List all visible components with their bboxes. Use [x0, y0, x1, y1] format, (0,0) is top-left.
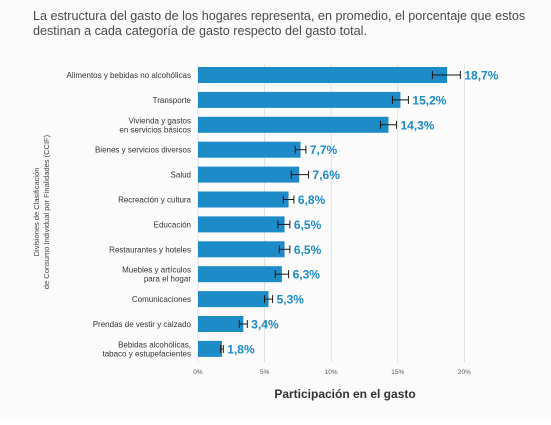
value-label: 3,4%: [251, 318, 279, 332]
value-label: 6,8%: [298, 193, 326, 207]
error-bar: [274, 270, 290, 279]
category-label: tabaco y estupefacientes: [102, 349, 191, 358]
value-label: 18,7%: [464, 69, 498, 83]
x-tick-label: 10%: [325, 369, 338, 376]
error-bar: [282, 195, 295, 204]
bar: [198, 191, 289, 208]
bar: [198, 116, 389, 133]
category-label: Recreación y cultura: [118, 196, 191, 205]
value-label: 6,5%: [294, 243, 322, 257]
value-label: 1,8%: [227, 342, 255, 356]
x-tick-label: 0%: [193, 369, 203, 376]
value-label: 15,2%: [412, 93, 446, 107]
error-bar: [220, 344, 224, 353]
error-bar: [238, 320, 248, 328]
value-label: 7,6%: [313, 168, 341, 182]
x-tick-label: 15%: [391, 369, 404, 376]
y-axis-title: de Consumo Individual por Finalidades (C…: [42, 134, 51, 289]
x-tick-label: 20%: [458, 369, 471, 376]
category-label: Vivienda y gastos: [128, 116, 191, 125]
bar: [198, 91, 401, 108]
intro-text: La estructura del gasto de los hogares r…: [33, 9, 526, 38]
bar: [198, 266, 282, 283]
value-label: 6,5%: [294, 218, 322, 232]
value-label: 6,3%: [293, 268, 321, 282]
category-label: Muebles y artículos: [122, 266, 191, 275]
axis-layer: 0% 5% 10% 15% 20% Alimentos y bebidas no alco…: [32, 71, 471, 401]
category-label: en servicios básicos: [119, 125, 191, 134]
category-label: Restaurantes y hoteles: [109, 245, 191, 254]
category-label: Educación: [154, 220, 191, 229]
category-label: Bebidas alcohólicas,: [118, 340, 191, 349]
category-label: Bienes y servicios diversos: [95, 146, 191, 155]
error-bar: [290, 170, 310, 179]
bar: [198, 340, 222, 357]
x-axis-title: Participación en el gasto: [274, 387, 415, 401]
error-bar: [264, 295, 274, 304]
error-bar: [278, 245, 291, 254]
category-label: Transporte: [153, 96, 192, 105]
bar: [198, 241, 285, 258]
category-label: Alimentos y bebidas no alcohólicas: [66, 71, 191, 80]
error-bar: [294, 145, 307, 154]
value-label: 5,3%: [277, 293, 305, 307]
y-axis-title: Divisiones de Clasificación: [32, 168, 41, 257]
value-label: 14,3%: [400, 118, 434, 132]
value-label: 7,7%: [310, 143, 338, 157]
bar: [198, 316, 244, 332]
x-tick-label: 5%: [260, 369, 270, 376]
category-label: Comunicaciones: [132, 295, 191, 304]
error-bar: [379, 120, 397, 129]
bar: [198, 166, 300, 183]
bar-layer: [198, 67, 448, 357]
error-bar-layer: [220, 71, 461, 353]
label-layer: 18,7% 15,2% 14,3% 7,7% 7,6% 6,8% 6,5% 6,5% 6,3% 5…: [227, 69, 498, 357]
bar: [198, 141, 301, 158]
category-label: Prendas de vestir y calzado: [93, 320, 192, 329]
category-label: para el hogar: [144, 275, 191, 284]
error-bar: [277, 220, 291, 229]
bar: [198, 291, 269, 308]
grid-layer: [197, 64, 465, 362]
bar: [198, 216, 285, 233]
bar: [198, 67, 448, 83]
error-bar: [391, 95, 409, 104]
category-label: Salud: [171, 171, 191, 180]
error-bar: [431, 71, 461, 79]
